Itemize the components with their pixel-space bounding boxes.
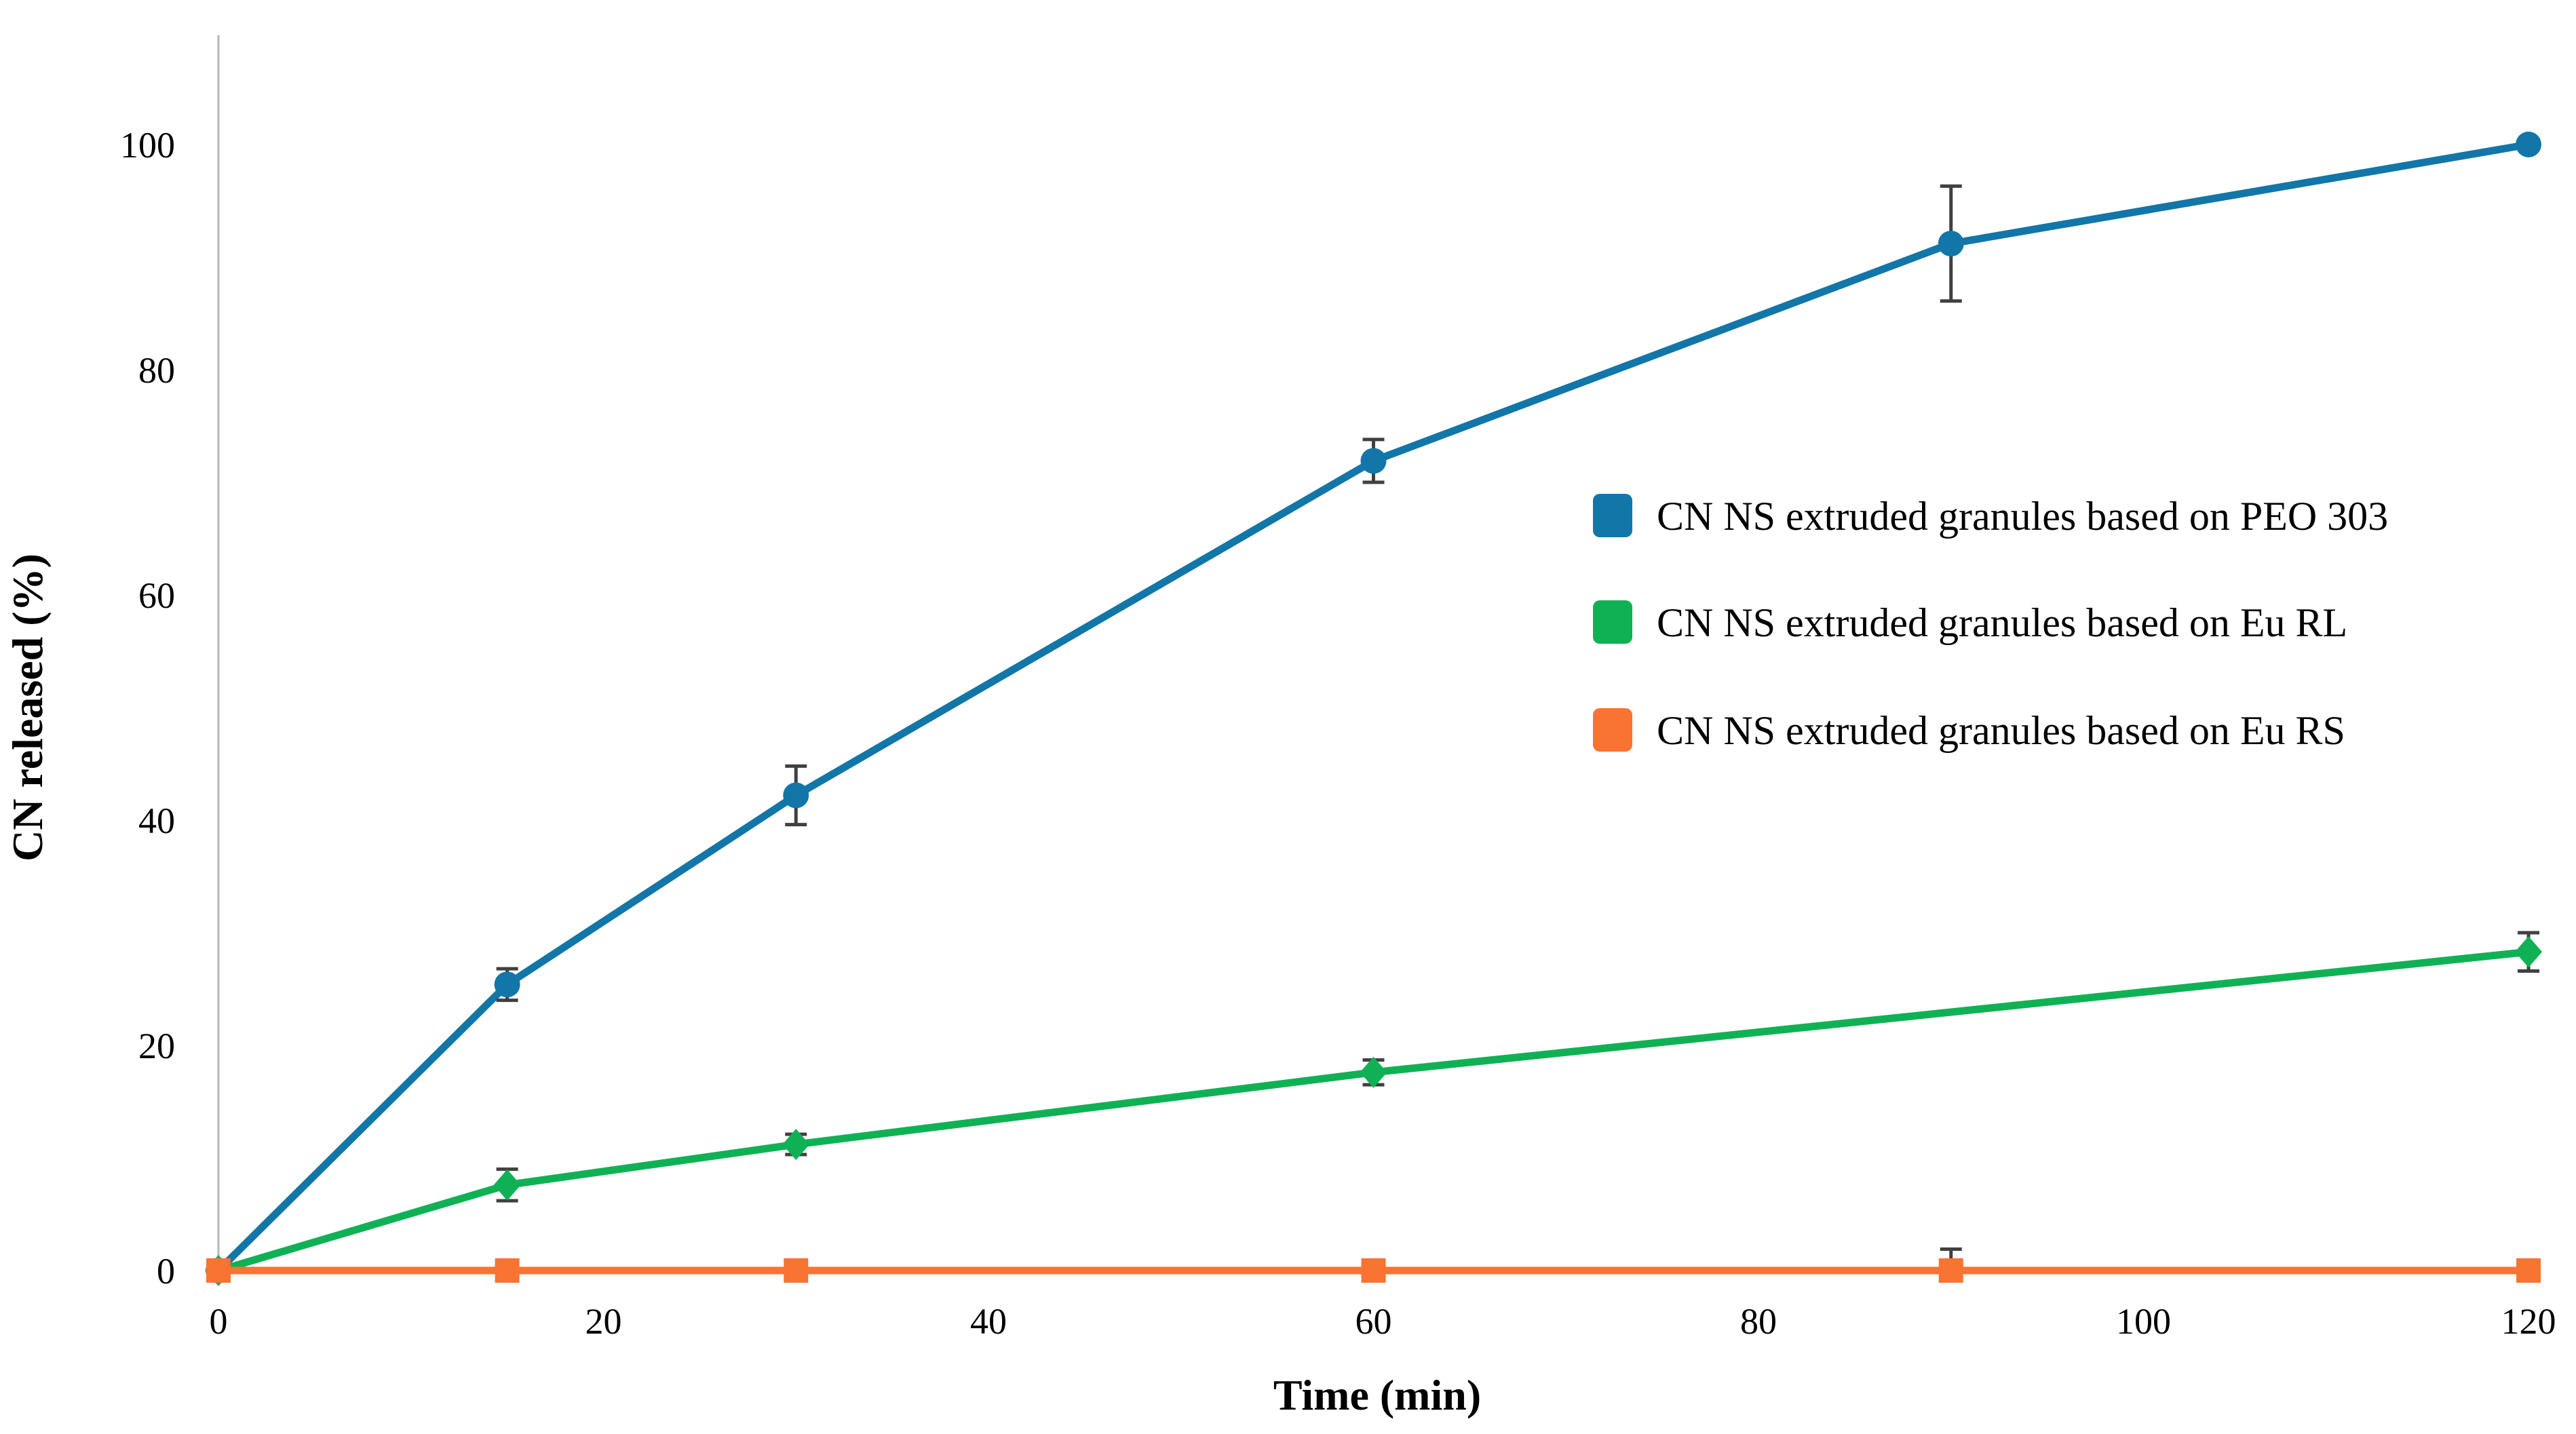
y-tick-label: 100: [120, 125, 175, 166]
data-point-marker: [1360, 1056, 1387, 1088]
legend-swatch: [1593, 494, 1632, 537]
x-tick-label: 120: [2501, 1301, 2556, 1342]
x-tick-label: 40: [970, 1301, 1007, 1342]
legend-label: CN NS extruded granules based on PEO 303: [1657, 494, 2388, 539]
series-line: [214, 948, 2533, 1275]
data-point-marker: [1938, 231, 1964, 257]
legend-item: CN NS extruded granules based on PEO 303: [1593, 494, 2388, 539]
legend-swatch: [1593, 708, 1632, 752]
legend-item: CN NS extruded granules based on Eu RS: [1593, 708, 2345, 753]
x-tick-label: 0: [210, 1301, 228, 1342]
data-point-marker: [1938, 1258, 1963, 1283]
x-tick-label: 80: [1740, 1301, 1777, 1342]
y-tick-label: 0: [157, 1251, 175, 1292]
data-point-marker: [494, 971, 520, 998]
data-point-marker: [2516, 132, 2541, 157]
data-point-marker: [1360, 448, 1387, 474]
data-point-marker: [783, 782, 809, 809]
data-point-marker: [1361, 1258, 1386, 1283]
chart-plot-area: 0 20 40 60 80 100 0 20 40 60 80 100 120 CN NS extrude…: [120, 35, 2556, 1342]
legend-item: CN NS extruded granules based on Eu RL: [1593, 600, 2347, 645]
data-point-marker: [2515, 936, 2542, 968]
y-tick-label: 40: [138, 800, 175, 841]
data-point-marker: [2516, 1258, 2541, 1283]
legend-swatch: [1593, 600, 1632, 644]
data-point-marker: [206, 1258, 231, 1283]
y-tick-label: 20: [138, 1026, 175, 1066]
x-tick-label: 20: [585, 1301, 622, 1342]
y-tick-label: 60: [138, 575, 175, 616]
data-point-marker: [782, 1129, 810, 1161]
x-axis-title: Time (min): [1273, 1371, 1481, 1419]
data-point-marker: [784, 1258, 809, 1283]
data-point-marker: [495, 1258, 520, 1283]
series-line: [214, 140, 2533, 1275]
data-point-marker: [493, 1169, 521, 1201]
legend-label: CN NS extruded granules based on Eu RL: [1657, 600, 2347, 645]
y-tick-label: 80: [138, 350, 175, 391]
x-tick-label: 60: [1356, 1301, 1392, 1342]
legend-label: CN NS extruded granules based on Eu RS: [1657, 708, 2345, 753]
y-axis-title: CN released (%): [3, 554, 52, 861]
x-tick-label: 100: [2116, 1301, 2171, 1342]
